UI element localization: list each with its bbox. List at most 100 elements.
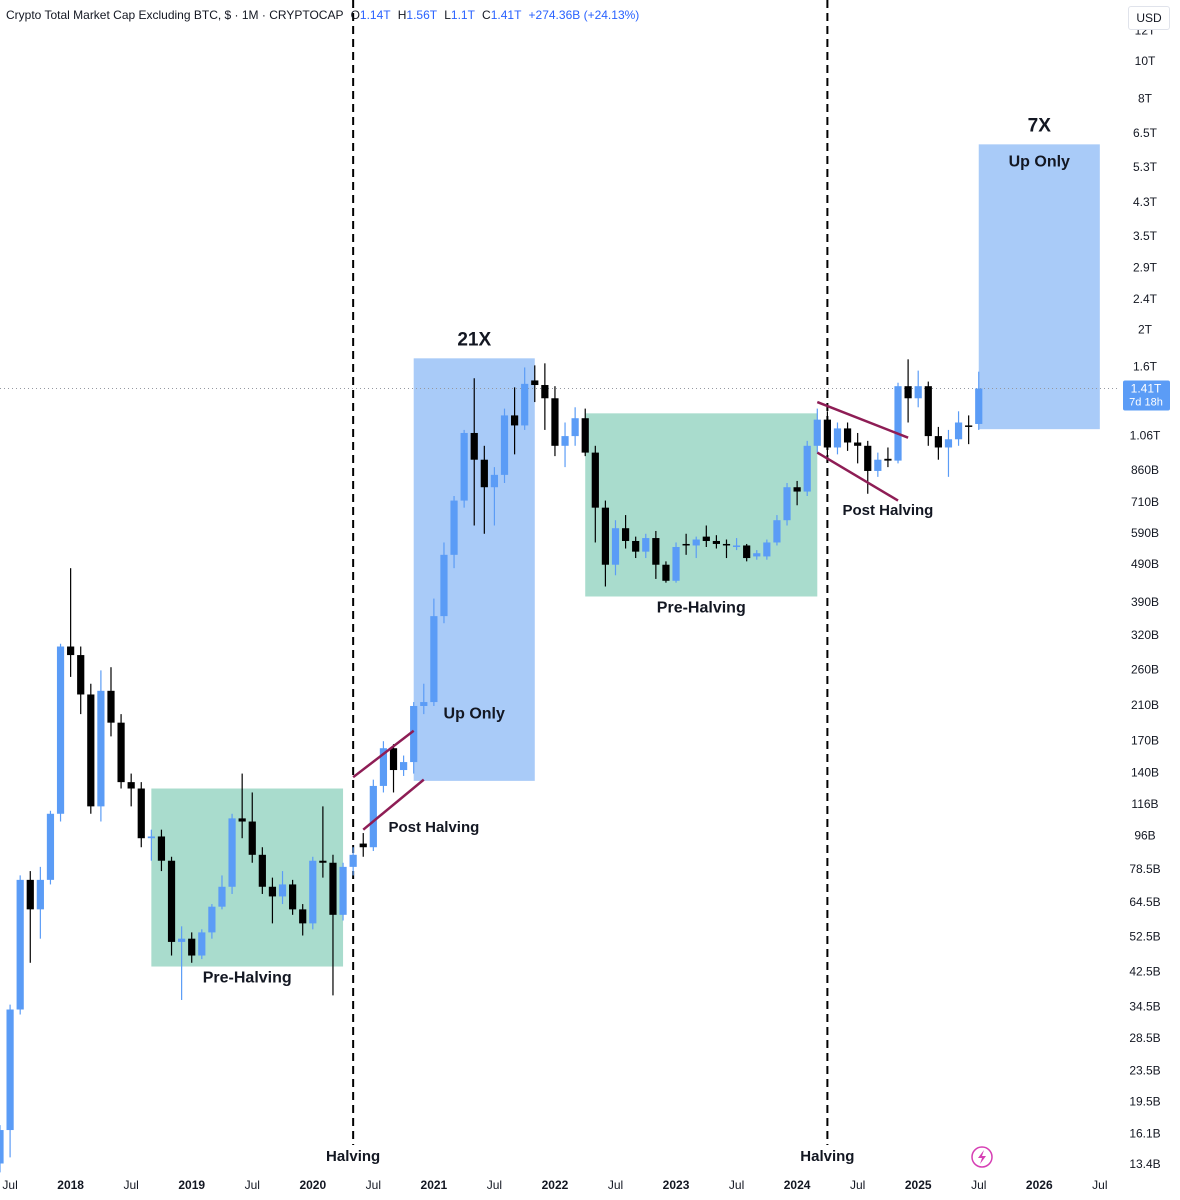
y-tick-label: 16.1B: [1129, 1126, 1160, 1140]
candle-body: [359, 843, 367, 848]
overlays: Pre-Halving Up Only 21X Pre-Halving Up Only 7…: [203, 115, 1070, 1165]
candle-body: [642, 538, 650, 552]
candle-body: [874, 459, 882, 471]
zone-multiple: 21X: [457, 329, 491, 350]
candle-body: [46, 813, 55, 880]
candle-body: [732, 545, 741, 547]
last-price-badge: [1123, 380, 1170, 411]
candle-body: [500, 415, 509, 475]
candle-body: [258, 854, 266, 887]
candle-body: [268, 886, 277, 897]
x-tick-label: Jul: [123, 1178, 138, 1192]
zone-label: Up Only: [444, 705, 505, 722]
candle-body: [652, 538, 660, 565]
candle-body: [914, 386, 922, 399]
candle-body: [561, 436, 569, 446]
candle-body: [278, 884, 287, 897]
candle-body: [864, 445, 872, 471]
trendline: [816, 400, 909, 439]
candle-body: [309, 860, 317, 924]
x-tick-label: 2020: [299, 1178, 326, 1192]
candle-body: [56, 646, 65, 814]
y-tick-label: 5.3T: [1133, 160, 1158, 174]
x-tick-label: Jul: [366, 1178, 381, 1192]
candle-body: [975, 388, 983, 424]
y-tick-label: 590B: [1131, 526, 1159, 540]
candle-body: [490, 474, 499, 488]
candle-body: [87, 694, 95, 807]
candle-body: [339, 866, 347, 915]
zone-label: Pre-Halving: [657, 600, 746, 617]
y-tick-label: 3.5T: [1133, 229, 1158, 243]
trendline: [816, 451, 899, 502]
candle-body: [178, 938, 186, 942]
candle-body: [783, 487, 791, 521]
candle-body: [662, 564, 670, 581]
candle-body: [591, 452, 599, 508]
candle-body: [884, 458, 892, 461]
candle-body: [763, 542, 771, 557]
candle-body: [157, 836, 166, 861]
zone-label: Pre-Halving: [203, 970, 292, 987]
x-tick-label: Jul: [487, 1178, 502, 1192]
candle-body: [712, 540, 720, 544]
y-tick-label: 4.3T: [1133, 195, 1158, 209]
candle-body: [773, 520, 781, 543]
x-tick-label: Jul: [1092, 1178, 1107, 1192]
candle-body: [541, 385, 549, 399]
ohlc-key: H: [397, 8, 407, 22]
candle-body: [248, 821, 256, 855]
candle-body: [611, 528, 620, 565]
y-tick-label: 8T: [1138, 91, 1153, 105]
candle-body: [147, 836, 155, 839]
x-tick-label: 2024: [784, 1178, 811, 1192]
candle-body: [389, 748, 398, 771]
y-tick-label: 140B: [1131, 766, 1159, 780]
candle-body: [16, 879, 24, 1010]
y-tick-label: 19.5B: [1129, 1094, 1160, 1108]
candle-body: [77, 655, 85, 695]
x-tick-label: 2019: [178, 1178, 205, 1192]
candle-body: [198, 932, 206, 956]
header: Crypto Total Market Cap Excluding BTC, $…: [6, 8, 639, 22]
candle-body: [289, 884, 297, 910]
candle-body: [833, 428, 842, 448]
x-tick-label: 2026: [1026, 1178, 1053, 1192]
symbol-title: Crypto Total Market Cap Excluding BTC, $…: [6, 8, 344, 22]
x-tick-label: Jul: [850, 1178, 865, 1192]
ohlc-value: 1.56T: [406, 8, 437, 22]
y-tick-label: 2.9T: [1133, 260, 1158, 274]
y-tick-label: 260B: [1131, 663, 1159, 677]
candle-body: [349, 854, 357, 867]
ohlc-key: O: [350, 8, 360, 22]
candle-body: [0, 1130, 4, 1164]
y-tick-label: 490B: [1131, 557, 1159, 571]
zone-label: Up Only: [1009, 153, 1070, 170]
y-tick-label: 42.5B: [1129, 964, 1160, 978]
currency-button[interactable]: USD: [1128, 6, 1170, 30]
candle-body: [107, 690, 115, 723]
x-tick-label: 2021: [421, 1178, 448, 1192]
ohlc-key: L: [444, 8, 451, 22]
candle-body: [137, 788, 145, 839]
y-tick-label: 13.4B: [1129, 1157, 1160, 1171]
y-tick-label: 2.4T: [1133, 292, 1158, 306]
zone-multiple: 7X: [1028, 115, 1052, 136]
candle-body: [793, 487, 801, 492]
candle-body: [188, 938, 196, 956]
candle-body: [854, 442, 862, 446]
ohlc-key: C: [482, 8, 491, 22]
trendline: [352, 729, 415, 779]
candle-body: [26, 879, 34, 910]
halving-label: Halving: [800, 1148, 854, 1165]
candle-body: [329, 862, 337, 915]
axes: 12T10T8T6.5T5.3T4.3T3.5T2.9T2.4T2T1.6T1.…: [2, 24, 1170, 1192]
candle-body: [753, 553, 761, 557]
candle-body: [581, 418, 589, 453]
candle-body: [803, 445, 811, 492]
candle-body: [682, 543, 690, 546]
y-tick-label: 28.5B: [1129, 1031, 1160, 1045]
candle-body: [450, 500, 458, 555]
